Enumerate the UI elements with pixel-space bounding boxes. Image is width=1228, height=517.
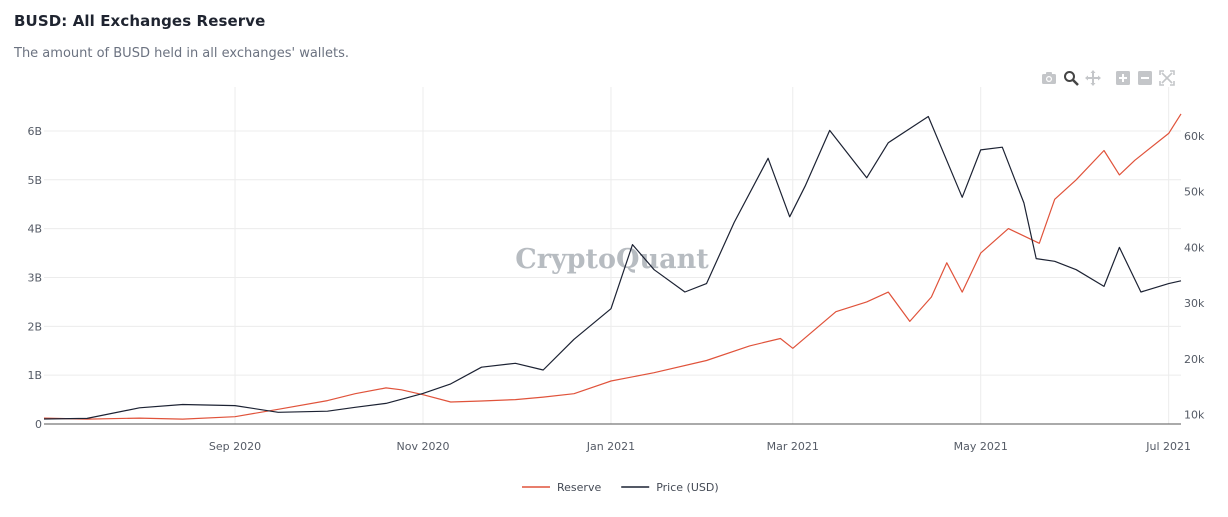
chart-subtitle: The amount of BUSD held in all exchanges… xyxy=(14,46,350,61)
pan-icon xyxy=(1085,70,1101,86)
y-left-tick-label: 3B xyxy=(27,271,42,284)
y-right-tick-label: 30k xyxy=(1184,297,1205,310)
price-series-line xyxy=(43,115,1182,420)
y-right-tick-label: 50k xyxy=(1184,186,1205,199)
y-right-tick-label: 10k xyxy=(1184,409,1205,422)
x-tick-label: Jan 2021 xyxy=(586,440,635,453)
camera-button[interactable] xyxy=(1038,68,1060,88)
series-lines xyxy=(43,113,1182,420)
chart-title: BUSD: All Exchanges Reserve xyxy=(14,12,266,30)
legend-label[interactable]: Price (USD) xyxy=(656,481,718,494)
y-left-tick-label: 1B xyxy=(27,369,42,382)
zoom-out-icon xyxy=(1138,71,1152,85)
x-tick-label: Jul 2021 xyxy=(1145,440,1191,453)
camera-icon xyxy=(1042,72,1056,84)
zoom-in-button[interactable] xyxy=(1112,68,1134,88)
x-tick-label: Sep 2020 xyxy=(209,440,261,453)
zoom-in-icon xyxy=(1116,71,1130,85)
y-right-tick-label: 60k xyxy=(1184,130,1205,143)
grid xyxy=(44,87,1181,424)
zoom-button[interactable] xyxy=(1060,68,1082,88)
y-left-tick-label: 6B xyxy=(27,125,42,138)
y-left-tick-label: 2B xyxy=(27,320,42,333)
watermark: CryptoQuant xyxy=(515,244,709,275)
y-left-tick-label: 5B xyxy=(27,174,42,187)
y-left-tick-label: 0 xyxy=(35,418,42,431)
x-tick-label: Mar 2021 xyxy=(767,440,819,453)
x-tick-label: May 2021 xyxy=(954,440,1008,453)
y-left-tick-label: 4B xyxy=(27,223,42,236)
zoom-icon xyxy=(1064,71,1079,86)
y-right-tick-label: 20k xyxy=(1184,353,1205,366)
zoom-out-button[interactable] xyxy=(1134,68,1156,88)
reserve-series-line xyxy=(43,113,1182,420)
y-right-tick-label: 40k xyxy=(1184,241,1205,254)
axes: Sep 2020 Nov 2020 Jan 2021 Mar 2021 May 2021… xyxy=(27,125,1205,453)
autoscale-button[interactable] xyxy=(1156,68,1178,88)
legend-label[interactable]: Reserve xyxy=(557,481,601,494)
pan-button[interactable] xyxy=(1082,68,1104,88)
legend: Reserve Price (USD) xyxy=(522,481,719,494)
autoscale-icon xyxy=(1159,70,1175,86)
chart-toolbar xyxy=(1038,68,1178,88)
x-tick-label: Nov 2020 xyxy=(397,440,450,453)
